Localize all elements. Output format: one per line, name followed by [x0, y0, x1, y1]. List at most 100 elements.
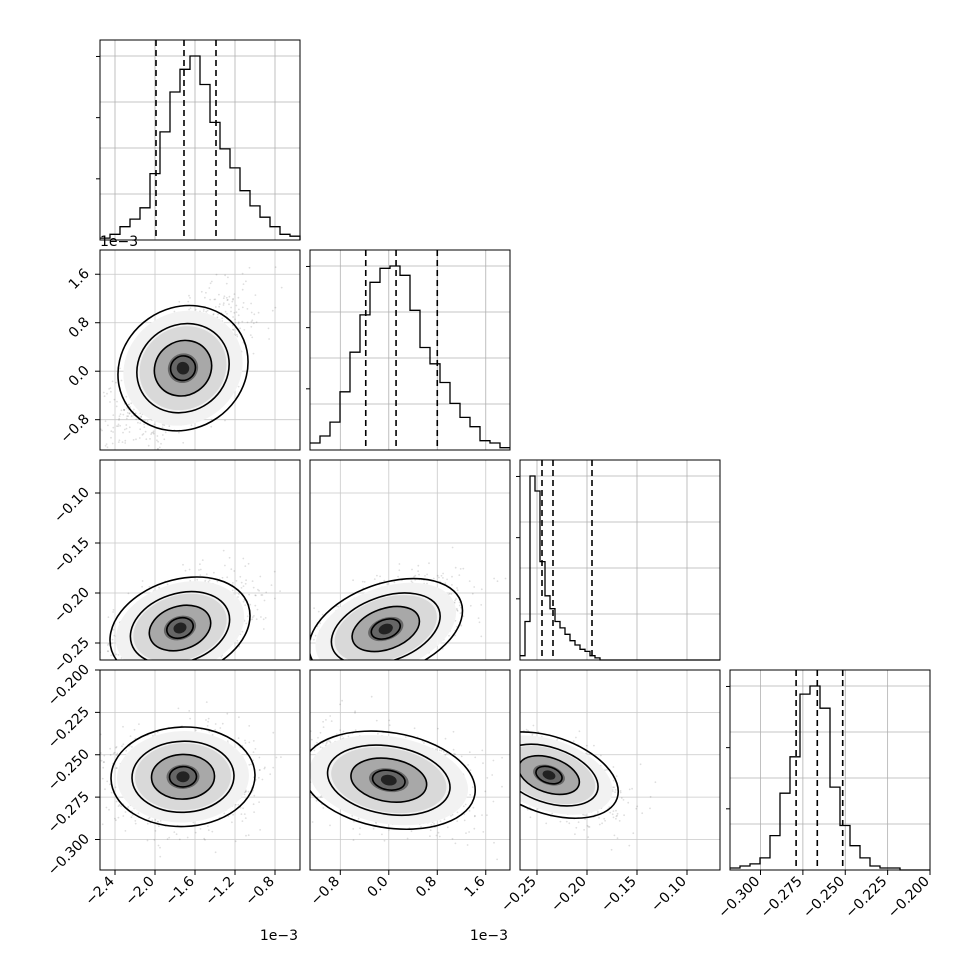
sample-point [239, 327, 242, 330]
sample-point [161, 683, 163, 685]
histogram-step [730, 685, 930, 871]
sample-point [214, 662, 216, 664]
sample-point [106, 644, 109, 646]
histogram-step [310, 265, 510, 449]
sample-point [214, 298, 217, 301]
sample-point [187, 300, 190, 303]
sample-point [375, 666, 377, 668]
sample-point [367, 663, 369, 665]
sample-point [130, 816, 133, 819]
sample-point [384, 661, 386, 663]
sample-point [252, 740, 255, 742]
sample-point [111, 442, 114, 445]
sample-point [156, 435, 159, 437]
sample-point [246, 321, 249, 324]
sample-point [130, 692, 132, 694]
sample-point [135, 418, 138, 421]
sample-point [480, 635, 483, 638]
sample-point [235, 580, 238, 582]
sample-point [288, 688, 290, 690]
sample-point [121, 683, 123, 685]
sample-point [161, 423, 164, 426]
sample-point [262, 618, 265, 621]
sample-point [226, 712, 229, 715]
scatter-panel-1-2 [288, 459, 511, 693]
sample-point [196, 578, 199, 581]
sample-point [131, 746, 133, 748]
sample-point [107, 616, 110, 619]
sample-point [109, 401, 111, 403]
sample-point [214, 306, 217, 308]
sample-point [156, 439, 158, 442]
sample-point [208, 579, 211, 582]
sample-point [367, 671, 369, 673]
sample-point [352, 661, 354, 663]
sample-point [126, 407, 128, 409]
sample-point [436, 574, 439, 577]
sample-point [104, 420, 107, 423]
sample-point [112, 414, 115, 416]
sample-point [164, 431, 167, 434]
sample-point [254, 748, 257, 750]
sample-point [117, 441, 120, 443]
sample-point [145, 662, 147, 664]
sample-point [125, 424, 128, 426]
sample-point [144, 667, 146, 669]
sample-point [244, 817, 247, 819]
sample-point [150, 431, 153, 434]
sample-point [359, 665, 361, 667]
sample-point [139, 685, 141, 687]
density-fill [176, 361, 190, 375]
sample-point [260, 594, 263, 596]
sample-point [382, 665, 384, 667]
sample-point [117, 425, 120, 427]
sample-point [128, 431, 131, 433]
sample-point [301, 662, 303, 664]
sample-point [210, 425, 213, 428]
sample-point [119, 367, 121, 370]
sample-point [450, 593, 453, 595]
sample-point [398, 569, 401, 572]
sample-point [349, 671, 351, 673]
sample-point [432, 577, 435, 580]
sample-point [131, 814, 134, 816]
sample-point [410, 580, 413, 583]
sample-point [224, 419, 226, 422]
sample-point [244, 565, 247, 567]
sample-point [234, 803, 237, 806]
sample-point [400, 675, 402, 677]
sample-point [251, 616, 254, 619]
sample-point [332, 684, 334, 686]
sample-point [422, 686, 424, 688]
sample-point [336, 691, 338, 693]
sample-point [222, 549, 225, 552]
sample-point [363, 581, 366, 583]
sample-point [232, 329, 235, 331]
sample-point [243, 599, 246, 601]
sample-point [144, 676, 146, 678]
contour-line [129, 590, 231, 660]
sample-point [120, 662, 122, 664]
sample-point [127, 404, 130, 406]
sample-point [232, 582, 234, 584]
sample-point [107, 650, 110, 653]
sample-point [157, 672, 159, 674]
sample-point [378, 685, 380, 687]
sample-point [205, 291, 207, 294]
sample-point [102, 391, 105, 394]
sample-point [337, 680, 339, 682]
sample-point [354, 666, 356, 668]
sample-point [241, 272, 244, 275]
sample-point [343, 662, 345, 664]
sample-point [259, 829, 261, 831]
sample-point [172, 663, 174, 665]
sample-point [241, 320, 244, 323]
sample-point [207, 717, 210, 720]
sample-point [152, 667, 154, 669]
sample-point [105, 443, 108, 445]
sample-point [235, 304, 238, 307]
sample-point [348, 683, 350, 685]
sample-point [225, 296, 228, 299]
sample-point [221, 576, 224, 579]
sample-point [182, 679, 184, 681]
